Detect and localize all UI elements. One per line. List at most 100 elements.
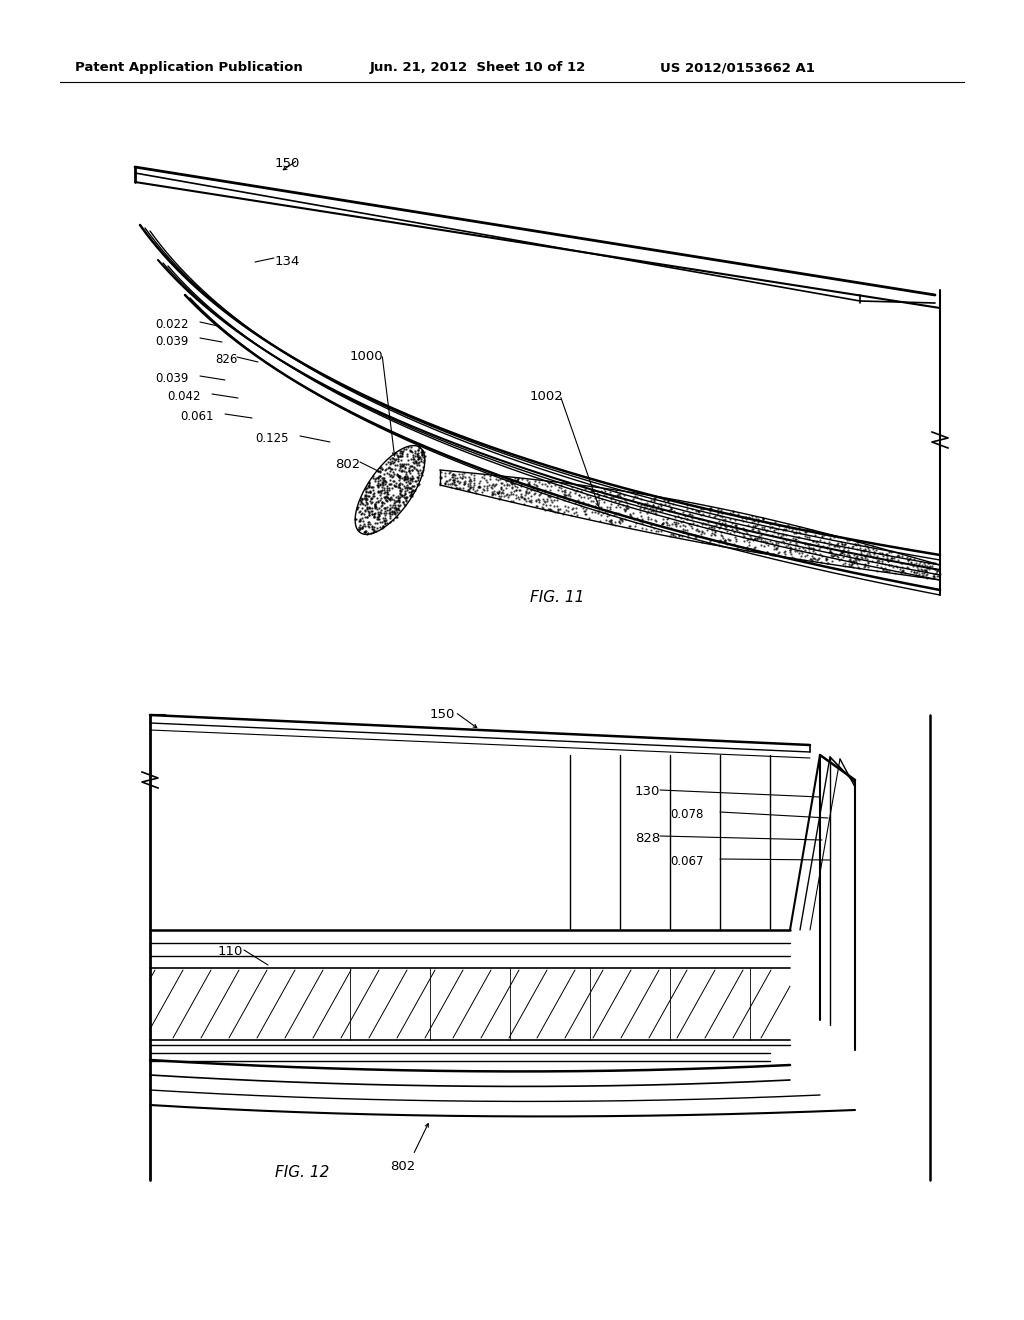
- Point: [386, 474, 402, 495]
- Point: [638, 519, 654, 540]
- Point: [769, 533, 785, 554]
- Point: [825, 536, 842, 557]
- Point: [504, 478, 520, 499]
- Point: [498, 484, 514, 506]
- Point: [679, 498, 695, 519]
- Point: [378, 458, 394, 479]
- Point: [522, 491, 539, 512]
- Point: [354, 488, 371, 510]
- Point: [663, 524, 679, 545]
- Point: [350, 496, 367, 517]
- Point: [362, 521, 379, 543]
- Point: [374, 492, 390, 513]
- Point: [390, 499, 407, 520]
- Point: [361, 482, 378, 503]
- Point: [764, 516, 780, 537]
- Point: [886, 548, 902, 569]
- Point: [390, 445, 407, 466]
- Point: [472, 470, 488, 491]
- Point: [646, 510, 663, 531]
- Point: [835, 540, 851, 561]
- Point: [708, 513, 724, 535]
- Point: [568, 498, 585, 519]
- Point: [492, 469, 508, 490]
- Point: [868, 546, 885, 568]
- Point: [378, 490, 394, 511]
- Point: [398, 445, 415, 466]
- Point: [735, 527, 752, 548]
- Point: [735, 519, 752, 540]
- Point: [679, 494, 695, 515]
- Point: [694, 512, 711, 533]
- Point: [784, 517, 801, 539]
- Point: [641, 495, 657, 516]
- Point: [528, 480, 545, 502]
- Point: [397, 458, 414, 479]
- Point: [416, 442, 432, 463]
- Point: [603, 494, 620, 515]
- Point: [801, 528, 817, 549]
- Point: [756, 535, 772, 556]
- Point: [717, 529, 733, 550]
- Point: [413, 447, 429, 469]
- Point: [408, 458, 424, 479]
- Point: [654, 508, 671, 529]
- Point: [881, 554, 897, 576]
- Point: [849, 532, 865, 553]
- Point: [768, 539, 784, 560]
- Point: [445, 466, 462, 487]
- Point: [737, 508, 754, 529]
- Point: [402, 437, 419, 458]
- Point: [707, 524, 723, 545]
- Point: [706, 533, 722, 554]
- Point: [659, 490, 676, 511]
- Point: [460, 474, 476, 495]
- Point: [707, 520, 723, 541]
- Point: [852, 541, 868, 562]
- Point: [471, 477, 487, 498]
- Text: US 2012/0153662 A1: US 2012/0153662 A1: [660, 62, 815, 74]
- Point: [774, 523, 791, 544]
- Point: [764, 532, 780, 553]
- Point: [872, 557, 889, 578]
- Point: [392, 461, 409, 482]
- Point: [356, 513, 373, 535]
- Point: [382, 470, 398, 491]
- Point: [911, 564, 928, 585]
- Point: [399, 479, 416, 500]
- Point: [381, 494, 397, 515]
- Point: [900, 550, 916, 572]
- Point: [358, 521, 375, 543]
- Point: [743, 539, 760, 560]
- Point: [378, 510, 394, 531]
- Point: [370, 470, 386, 491]
- Point: [846, 552, 862, 573]
- Point: [470, 477, 486, 498]
- Point: [821, 527, 838, 548]
- Point: [407, 445, 423, 466]
- Point: [916, 560, 933, 581]
- Point: [637, 494, 653, 515]
- Point: [849, 554, 865, 576]
- Point: [675, 515, 691, 536]
- Point: [658, 512, 675, 533]
- Point: [740, 535, 757, 556]
- Point: [839, 529, 855, 550]
- Point: [403, 484, 420, 506]
- Point: [759, 541, 775, 562]
- Point: [701, 531, 718, 552]
- Point: [371, 465, 387, 486]
- Point: [629, 508, 645, 529]
- Point: [475, 479, 492, 500]
- Point: [579, 503, 595, 524]
- Point: [386, 492, 402, 513]
- Point: [707, 506, 723, 527]
- Point: [781, 517, 798, 539]
- Text: 134: 134: [275, 255, 300, 268]
- Point: [367, 495, 383, 516]
- Point: [873, 543, 890, 564]
- Point: [617, 491, 634, 512]
- Point: [787, 528, 804, 549]
- Point: [754, 519, 770, 540]
- Point: [860, 552, 877, 573]
